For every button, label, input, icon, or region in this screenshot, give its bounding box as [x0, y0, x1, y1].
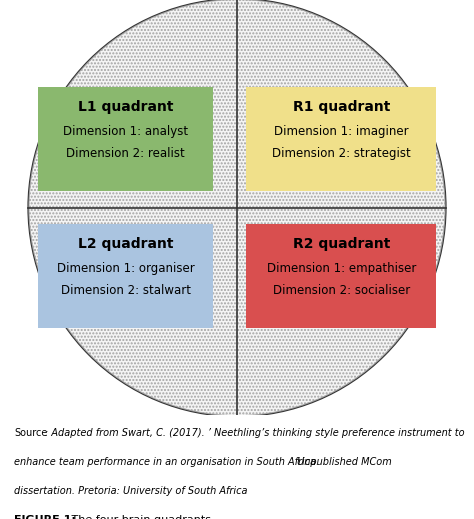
Text: Dimension 1: organiser: Dimension 1: organiser — [57, 262, 194, 275]
Ellipse shape — [28, 0, 446, 416]
Text: dissertation. Pretoria: University of South Africa: dissertation. Pretoria: University of So… — [14, 486, 248, 496]
Text: L1 quadrant: L1 quadrant — [78, 100, 173, 114]
Text: Dimension 2: strategist: Dimension 2: strategist — [272, 147, 410, 160]
Text: Dimension 2: realist: Dimension 2: realist — [66, 147, 185, 160]
FancyBboxPatch shape — [246, 224, 436, 328]
Text: Dimension 1: empathiser: Dimension 1: empathiser — [266, 262, 416, 275]
Text: Dimension 2: socialiser: Dimension 2: socialiser — [273, 284, 410, 297]
Text: The four brain quadrants.: The four brain quadrants. — [68, 515, 215, 519]
Text: R1 quadrant: R1 quadrant — [292, 100, 390, 114]
Text: Dimension 1: analyst: Dimension 1: analyst — [63, 125, 188, 138]
Text: Dimension 2: stalwart: Dimension 2: stalwart — [61, 284, 191, 297]
Text: L2 quadrant: L2 quadrant — [78, 237, 173, 251]
Text: Neethling’s thinking style preference instrument to: Neethling’s thinking style preference in… — [214, 428, 465, 438]
Text: Source: Source — [14, 428, 47, 438]
Text: enhance team performance in an organisation in South Africa.: enhance team performance in an organisat… — [14, 457, 319, 467]
Text: Dimension 1: imaginer: Dimension 1: imaginer — [274, 125, 409, 138]
FancyBboxPatch shape — [246, 87, 436, 191]
Text: R2 quadrant: R2 quadrant — [292, 237, 390, 251]
Text: Unpublished MCom: Unpublished MCom — [293, 457, 392, 467]
FancyBboxPatch shape — [38, 87, 213, 191]
FancyBboxPatch shape — [38, 224, 213, 328]
Text: FIGURE 1:: FIGURE 1: — [14, 515, 76, 519]
Ellipse shape — [28, 0, 446, 416]
Text: : Adapted from Swart, C. (2017). ’: : Adapted from Swart, C. (2017). ’ — [45, 428, 211, 438]
